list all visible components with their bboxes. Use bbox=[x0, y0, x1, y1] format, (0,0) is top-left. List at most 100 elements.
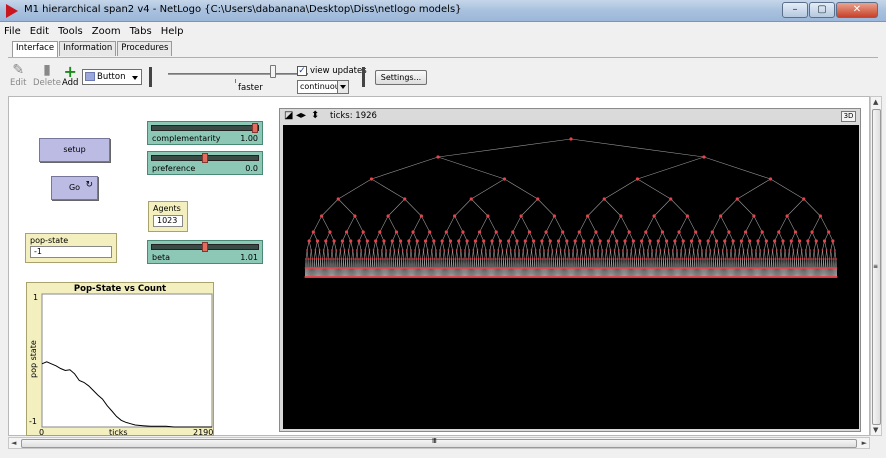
vertical-scrollbar[interactable]: ▲ ≡ ▼ bbox=[870, 96, 882, 436]
agent-link bbox=[816, 249, 819, 260]
agent-link bbox=[610, 249, 612, 260]
go-button[interactable]: Go ↻ bbox=[51, 176, 98, 200]
agent-link bbox=[721, 258, 723, 269]
agent-node bbox=[773, 239, 777, 243]
agent-link bbox=[571, 249, 574, 260]
beta-slider[interactable]: beta 1.01 bbox=[147, 240, 263, 264]
agent-node bbox=[724, 258, 727, 260]
minimize-button[interactable]: – bbox=[782, 2, 808, 18]
menu-file[interactable]: File bbox=[4, 26, 21, 37]
horizontal-resize-icon[interactable]: ◂▸ bbox=[296, 110, 307, 121]
agent-link bbox=[729, 249, 732, 260]
agent-node bbox=[718, 258, 721, 260]
preference-slider[interactable]: preference 0.0 bbox=[147, 151, 263, 175]
menu-edit[interactable]: Edit bbox=[29, 26, 50, 37]
agent-link bbox=[726, 249, 729, 260]
agent-link bbox=[742, 258, 744, 269]
horizontal-scrollbar[interactable]: ◄ Ⅲ ► bbox=[8, 437, 870, 449]
agent-link bbox=[456, 249, 459, 260]
agent-node bbox=[402, 258, 405, 260]
agent-node bbox=[621, 258, 623, 260]
zoom-icon[interactable]: ◪ bbox=[284, 110, 294, 121]
slider-handle[interactable] bbox=[202, 153, 208, 163]
speed-slider-handle[interactable] bbox=[270, 65, 276, 78]
scroll-grip-icon: Ⅲ bbox=[432, 437, 437, 445]
agent-link bbox=[561, 258, 563, 269]
agent-link bbox=[480, 249, 482, 260]
delete-tool[interactable]: ▮ Delete bbox=[33, 62, 61, 88]
slider-handle[interactable] bbox=[252, 123, 258, 133]
agent-node bbox=[376, 249, 379, 251]
agent-link bbox=[687, 215, 696, 233]
agent-node bbox=[781, 258, 783, 260]
pop-state-plot[interactable]: Pop-State vs Count 1 -1 0 2190 ticks pop… bbox=[26, 282, 214, 437]
agent-node bbox=[569, 258, 571, 260]
view-updates-checkbox[interactable]: ✓ bbox=[297, 66, 307, 76]
agent-node bbox=[687, 258, 690, 260]
speed-slider-track[interactable] bbox=[168, 73, 308, 75]
agent-link bbox=[447, 258, 449, 269]
vertical-resize-icon[interactable]: ⬍ bbox=[311, 110, 320, 121]
add-tool[interactable]: + Add bbox=[62, 62, 78, 88]
agent-node bbox=[498, 239, 502, 243]
agent-link bbox=[565, 258, 567, 269]
vertical-scroll-thumb[interactable] bbox=[872, 109, 881, 425]
agent-link bbox=[793, 249, 795, 260]
scroll-right-icon[interactable]: ► bbox=[861, 439, 867, 447]
agent-link bbox=[759, 249, 762, 260]
world-canvas[interactable] bbox=[283, 125, 859, 429]
horizontal-scroll-thumb[interactable] bbox=[21, 439, 857, 448]
update-mode-select[interactable]: continuous bbox=[297, 80, 349, 94]
agent-link bbox=[310, 249, 313, 260]
agent-link bbox=[555, 249, 557, 260]
menu-help[interactable]: Help bbox=[160, 26, 184, 37]
agent-node bbox=[768, 258, 771, 260]
tab-procedures[interactable]: Procedures bbox=[117, 41, 173, 56]
agent-link bbox=[442, 258, 445, 269]
agent-link bbox=[357, 258, 359, 269]
agent-node bbox=[484, 249, 487, 251]
menu-zoom[interactable]: Zoom bbox=[91, 26, 121, 37]
agent-link bbox=[639, 249, 641, 260]
agent-link bbox=[539, 249, 542, 260]
edit-tool[interactable]: ✎ Edit bbox=[10, 62, 26, 88]
agent-node bbox=[738, 249, 741, 251]
scroll-up-icon[interactable]: ▲ bbox=[873, 98, 879, 106]
agent-link bbox=[624, 231, 630, 242]
settings-button[interactable]: Settings... bbox=[375, 70, 427, 85]
agent-node bbox=[714, 258, 717, 260]
scroll-left-icon[interactable]: ◄ bbox=[11, 439, 17, 447]
setup-button[interactable]: setup bbox=[39, 138, 110, 162]
agent-link bbox=[402, 249, 405, 260]
agent-node bbox=[658, 258, 661, 260]
agent-node bbox=[311, 230, 315, 234]
agent-node bbox=[812, 258, 815, 260]
agent-node bbox=[612, 258, 615, 260]
maximize-button[interactable]: ▢ bbox=[809, 2, 835, 18]
scroll-down-icon[interactable]: ▼ bbox=[873, 426, 879, 434]
agent-link bbox=[571, 258, 573, 269]
agent-node bbox=[566, 258, 569, 260]
agent-link bbox=[609, 249, 611, 260]
slider-handle[interactable] bbox=[202, 242, 208, 252]
3d-view-button[interactable]: 3D bbox=[841, 111, 856, 122]
agent-link bbox=[771, 249, 773, 260]
agent-node bbox=[382, 239, 386, 243]
menu-tools[interactable]: Tools bbox=[58, 26, 83, 37]
tab-interface[interactable]: Interface bbox=[12, 41, 59, 57]
agent-link bbox=[638, 258, 640, 269]
agent-link bbox=[371, 156, 439, 180]
agent-link bbox=[523, 258, 526, 269]
agent-link bbox=[731, 258, 733, 269]
agent-link bbox=[321, 215, 331, 233]
menu-tabs[interactable]: Tabs bbox=[129, 26, 152, 37]
close-button[interactable]: ✕ bbox=[836, 2, 878, 18]
agent-node bbox=[548, 258, 551, 260]
tab-information[interactable]: Information bbox=[59, 41, 117, 56]
agent-link bbox=[590, 258, 592, 269]
agent-node bbox=[817, 249, 820, 251]
agent-node bbox=[562, 258, 565, 260]
agent-node bbox=[310, 249, 313, 251]
widget-type-select[interactable]: Button bbox=[82, 69, 142, 85]
complementarity-slider[interactable]: complementarity 1.00 bbox=[147, 121, 263, 145]
